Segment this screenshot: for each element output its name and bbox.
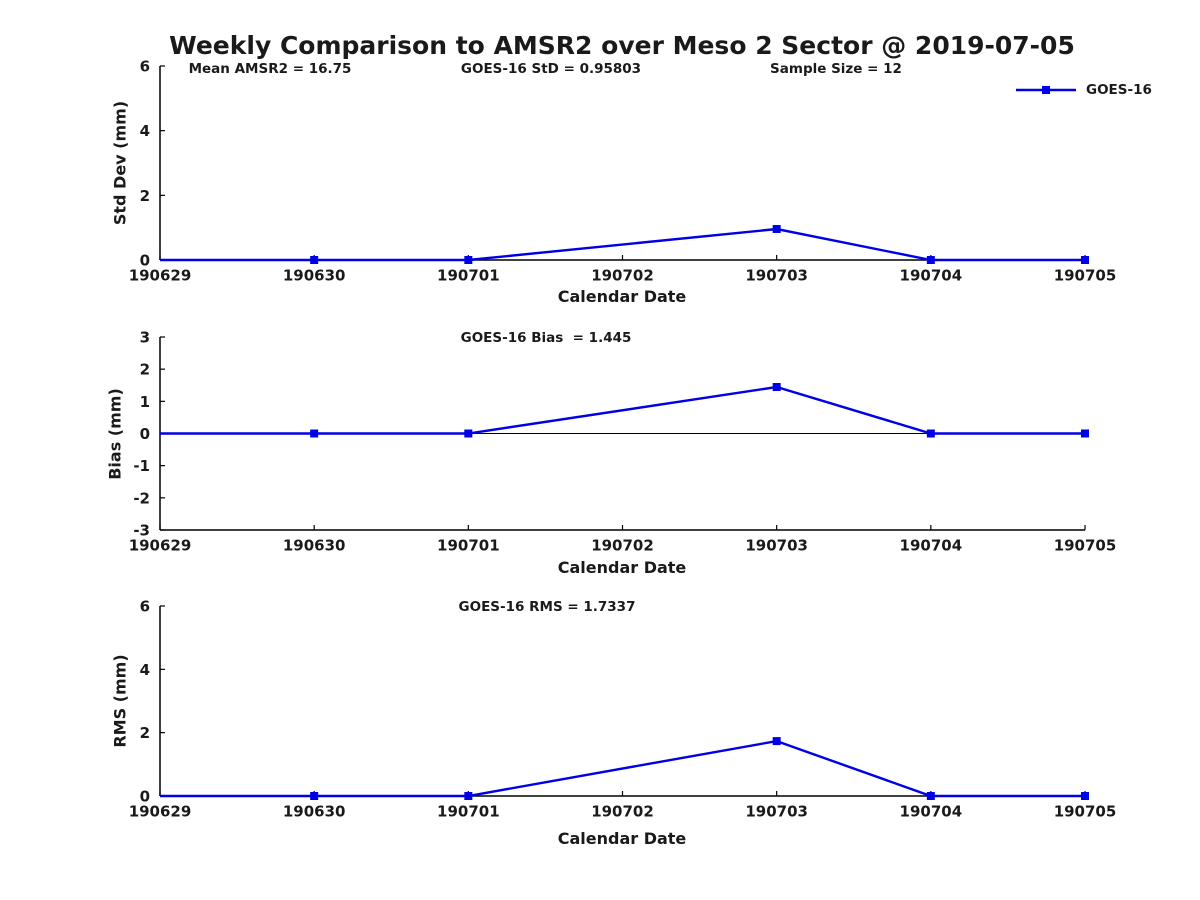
- data-point-marker: [926, 256, 935, 264]
- x-tick-label: 190702: [591, 267, 654, 285]
- data-point-marker: [464, 792, 473, 800]
- y-tick-label: 4: [140, 661, 150, 679]
- x-tick-label: 190629: [129, 537, 192, 555]
- y-tick-label: 2: [140, 361, 150, 379]
- y-axis-label-rms: RMS (mm): [110, 654, 130, 748]
- data-point-marker: [772, 225, 781, 234]
- x-axis-label-3: Calendar Date: [557, 829, 687, 848]
- y-tick-label: -3: [133, 522, 150, 540]
- x-tick-label: 190705: [1054, 267, 1117, 285]
- stat-goes16-rms: GOES-16 RMS = 1.7337: [458, 599, 636, 615]
- x-tick-label: 190630: [283, 803, 346, 821]
- data-point-marker: [310, 429, 319, 438]
- y-axis-label-bias: Bias (mm): [105, 388, 125, 480]
- x-tick-label: 190704: [900, 537, 963, 555]
- data-point-marker: [772, 737, 781, 746]
- y-tick-label: 0: [140, 425, 150, 443]
- x-tick-label: 190703: [745, 267, 808, 285]
- y-tick-label: 6: [140, 598, 150, 616]
- legend-label-goes16: GOES-16: [1086, 82, 1152, 98]
- x-tick-label: 190704: [900, 803, 963, 821]
- data-point-marker: [310, 256, 319, 264]
- data-point-marker: [464, 256, 473, 264]
- data-point-marker: [1081, 792, 1089, 800]
- x-tick-label: 190701: [437, 267, 500, 285]
- data-point-marker: [926, 792, 935, 800]
- data-point-marker: [772, 383, 781, 392]
- data-point-marker: [464, 429, 473, 438]
- y-tick-label: 0: [140, 252, 150, 270]
- legend-marker: [1042, 86, 1050, 94]
- x-tick-label: 190630: [283, 537, 346, 555]
- stat-sample-size: Sample Size = 12: [770, 61, 902, 77]
- x-tick-label: 190703: [745, 537, 808, 555]
- y-tick-label: 2: [140, 724, 150, 742]
- x-tick-label: 190629: [129, 803, 192, 821]
- data-line: [160, 227, 1085, 262]
- stat-goes16-std: GOES-16 StD = 0.95803: [460, 61, 642, 77]
- y-tick-label: -2: [133, 489, 150, 507]
- x-axis-label-1: Calendar Date: [557, 287, 687, 306]
- x-tick-label: 190705: [1054, 537, 1117, 555]
- x-tick-label: 190630: [283, 267, 346, 285]
- x-tick-label: 190702: [591, 537, 654, 555]
- data-point-marker: [1081, 256, 1089, 264]
- data-point-marker: [310, 792, 319, 800]
- y-tick-label: 4: [140, 122, 150, 140]
- x-tick-label: 190629: [129, 267, 192, 285]
- chart-title: Weekly Comparison to AMSR2 over Meso 2 S…: [169, 31, 1075, 60]
- y-axis-label-stddev: Std Dev (mm): [110, 100, 130, 226]
- x-tick-label: 190701: [437, 537, 500, 555]
- x-tick-label: 190705: [1054, 803, 1117, 821]
- data-point-marker: [926, 429, 935, 438]
- y-tick-label: 2: [140, 187, 150, 205]
- x-tick-label: 190701: [437, 803, 500, 821]
- x-axis-label-2: Calendar Date: [557, 558, 687, 577]
- y-tick-label: 3: [140, 329, 150, 347]
- y-tick-label: 1: [140, 393, 150, 411]
- x-tick-label: 190703: [745, 803, 808, 821]
- y-tick-label: 0: [140, 788, 150, 806]
- x-tick-label: 190702: [591, 803, 654, 821]
- data-point-marker: [1081, 429, 1089, 438]
- x-tick-label: 190704: [900, 267, 963, 285]
- y-tick-label: 6: [140, 58, 150, 76]
- data-line: [160, 739, 1085, 798]
- stat-mean-amsr2: Mean AMSR2 = 16.75: [188, 61, 352, 77]
- stat-goes16-bias: GOES-16 Bias = 1.445: [460, 330, 632, 346]
- data-line: [160, 385, 1085, 435]
- y-tick-label: -1: [133, 457, 150, 475]
